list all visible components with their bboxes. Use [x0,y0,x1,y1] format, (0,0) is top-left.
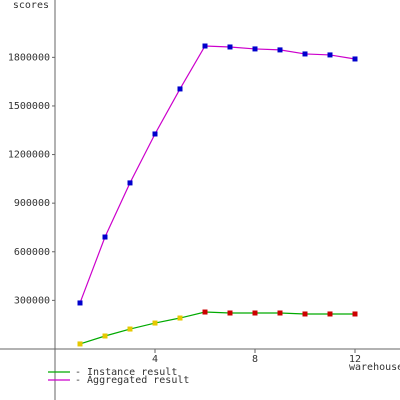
data-point [352,311,358,317]
data-point [352,56,358,62]
data-point [227,310,233,316]
legend-label: - Aggregated result [75,375,189,386]
series-line [79,311,355,345]
data-point [327,52,333,58]
data-point [77,300,83,306]
x-tick-label: 4 [152,354,158,365]
y-tick-label: 300000 [14,295,50,306]
x-tick-label: 12 [349,354,361,365]
data-point [77,341,83,347]
data-point [127,180,133,186]
data-point [177,315,183,321]
series-line [79,45,356,304]
data-point [102,234,108,240]
data-point [302,311,308,317]
data-point [277,47,283,53]
y-axis-label: scores [13,0,49,11]
data-point [127,326,133,332]
data-point [177,86,183,92]
data-point [302,51,308,57]
data-point [152,320,158,326]
x-axis-label: warehouses [349,362,400,373]
data-point [227,44,233,50]
data-point [252,310,258,316]
data-point [327,311,333,317]
y-tick-label: 1500000 [8,101,50,112]
data-point [277,310,283,316]
data-point [152,131,158,137]
y-tick-label: 1200000 [8,150,50,161]
y-tick-label: 900000 [14,198,50,209]
x-tick-label: 8 [252,354,258,365]
y-tick-label: 1800000 [8,52,50,63]
data-point [252,46,258,52]
data-point [202,309,208,315]
data-point [102,333,108,339]
data-point [202,43,208,49]
legend-label: - Instance result [75,367,177,378]
y-tick-label: 600000 [14,247,50,258]
